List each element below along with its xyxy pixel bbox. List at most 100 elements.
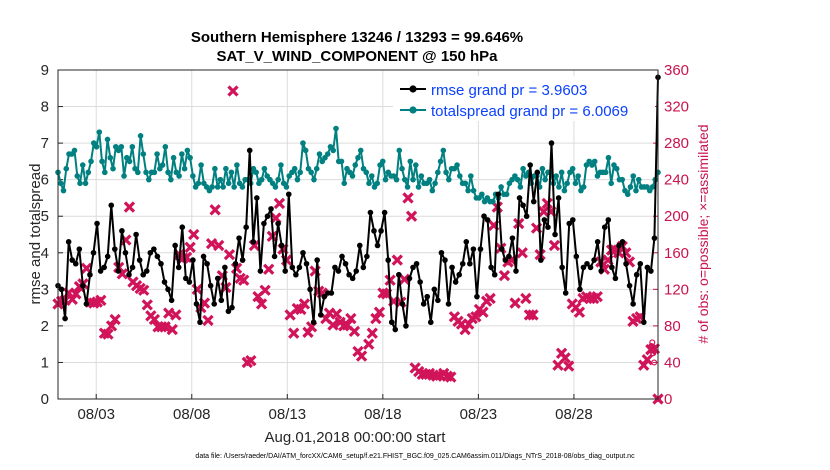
- obs-assimilated-marker: [398, 273, 411, 285]
- spread-point: [457, 173, 463, 179]
- obs-assimilated-marker: [223, 248, 236, 261]
- spread-point: [363, 169, 370, 176]
- rmse-point: [257, 268, 264, 274]
- obs-assimilated-marker: [213, 239, 225, 252]
- spread-point: [118, 143, 125, 150]
- spread-point: [404, 184, 411, 190]
- chart-title-line1: Southern Hemisphere 13246 / 13293 = 99.6…: [191, 29, 523, 46]
- rmse-point: [591, 257, 597, 263]
- rmse-point: [616, 242, 622, 249]
- rmse-point: [463, 239, 470, 245]
- rmse-point: [222, 264, 228, 271]
- spread-point: [253, 169, 259, 176]
- rmse-point: [502, 257, 509, 263]
- spread-point: [393, 176, 400, 183]
- obs-assimilated-marker: [330, 308, 343, 320]
- y-tick-label: 6: [41, 172, 49, 189]
- rmse-point: [491, 271, 498, 278]
- y2-tick-label: 360: [664, 62, 689, 79]
- rmse-point: [467, 260, 473, 267]
- spread-point: [99, 158, 105, 165]
- obs-assimilated-marker: [188, 228, 200, 241]
- rmse-point: [626, 282, 633, 289]
- obs-possible-marker: [649, 339, 656, 346]
- spread-point: [143, 169, 149, 176]
- rmse-point: [506, 253, 512, 260]
- spread-point: [272, 184, 279, 190]
- rmse-point: [637, 260, 644, 267]
- obs-assimilated-marker: [548, 239, 561, 252]
- spread-point: [580, 184, 587, 190]
- spread-point: [446, 176, 452, 183]
- spread-point: [71, 147, 78, 154]
- spread-point: [239, 184, 246, 190]
- obs-possible-marker: [650, 350, 657, 357]
- rmse-point: [236, 235, 242, 241]
- spread-point: [214, 184, 221, 190]
- rmse-point: [435, 297, 441, 304]
- spread-point: [630, 173, 637, 179]
- spread-point: [63, 165, 70, 172]
- rmse-point: [87, 271, 93, 278]
- spread-point: [85, 169, 92, 176]
- rmse-point: [601, 224, 608, 230]
- obs-assimilated-marker: [255, 298, 268, 310]
- rmse-point: [335, 268, 342, 274]
- rmse-point: [413, 260, 420, 267]
- spread-point: [283, 184, 290, 190]
- spread-point: [355, 154, 361, 161]
- rmse-point: [346, 271, 352, 278]
- y2-tick-label: 80: [664, 318, 681, 335]
- rmse-point: [420, 301, 427, 307]
- spread-point: [179, 151, 185, 157]
- spread-point: [556, 184, 562, 190]
- spread-point: [479, 191, 485, 198]
- rmse-point: [438, 249, 445, 256]
- rmse-point: [452, 279, 459, 285]
- spread-point: [553, 173, 559, 179]
- x-tick-label: 08/18: [364, 406, 402, 423]
- rmse-point: [69, 257, 76, 263]
- rmse-point: [605, 217, 612, 223]
- rmse-point: [197, 319, 203, 326]
- obs-assimilated-marker: [209, 204, 221, 216]
- rmse-point: [445, 301, 452, 307]
- spread-point: [234, 162, 240, 168]
- spread-point: [220, 184, 226, 190]
- spread-point: [468, 173, 474, 179]
- rmse-point: [211, 301, 218, 307]
- rmse-point: [644, 264, 651, 271]
- rmse-point: [552, 231, 558, 238]
- rmse-point: [538, 257, 544, 263]
- obs-possible-marker: [648, 342, 655, 349]
- spread-point: [649, 184, 656, 190]
- rmse-point: [477, 246, 484, 252]
- spread-point: [170, 154, 177, 161]
- spread-point: [101, 169, 108, 176]
- spread-point: [313, 165, 320, 172]
- rmse-point: [229, 304, 235, 311]
- rmse-point: [143, 268, 150, 274]
- rmse-point: [76, 246, 83, 252]
- spread-point: [316, 151, 323, 157]
- rmse-point: [179, 224, 186, 230]
- spread-point: [275, 176, 281, 183]
- obs-assimilated-marker: [345, 312, 357, 325]
- rmse-point: [360, 264, 367, 271]
- y-tick-label: 3: [41, 281, 49, 298]
- rmse-point: [300, 249, 306, 256]
- spread-point: [539, 165, 546, 172]
- obs-assimilated-marker: [405, 210, 418, 222]
- spread-point: [517, 184, 524, 190]
- rmse-point: [261, 220, 267, 227]
- obs-assimilated-marker: [273, 197, 286, 210]
- spread-point: [187, 154, 193, 161]
- rmse-point: [633, 271, 640, 278]
- obs-assimilated-marker: [70, 288, 82, 300]
- rmse-point: [651, 235, 658, 241]
- spread-point: [542, 176, 548, 183]
- spread-point: [311, 176, 317, 183]
- rmse-point: [200, 253, 207, 260]
- spread-point: [278, 162, 284, 168]
- obs-assimilated-marker: [641, 354, 653, 366]
